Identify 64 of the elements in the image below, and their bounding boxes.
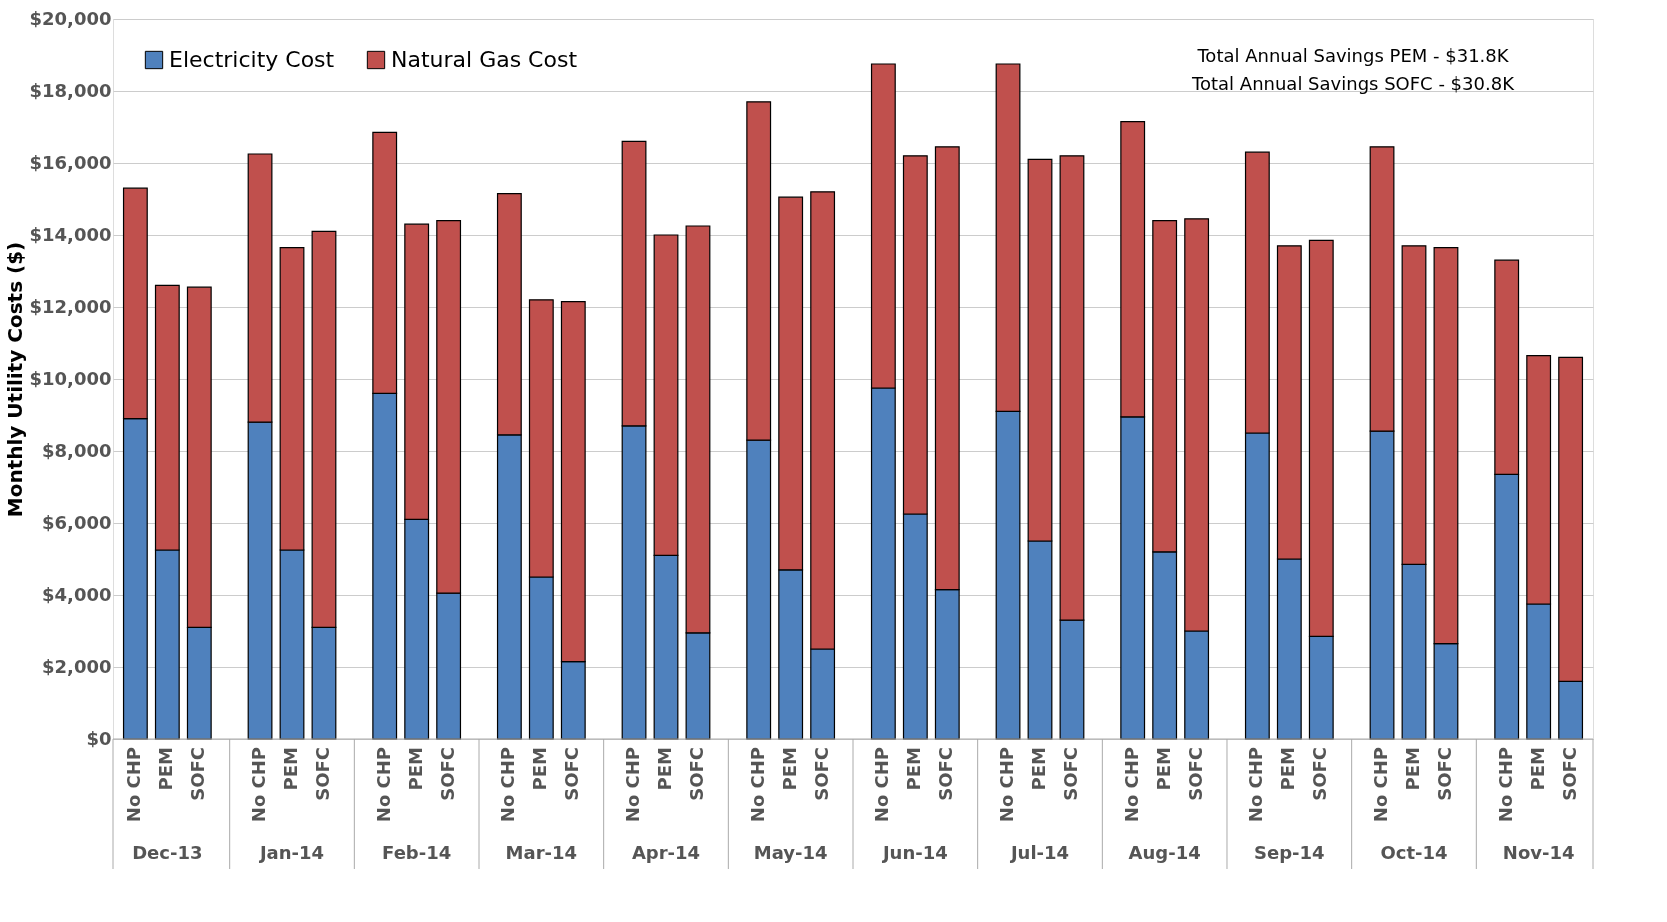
x-tick-label: SOFC <box>311 747 333 801</box>
x-tick-label: PEM <box>155 747 177 791</box>
x-tick-label: No CHP <box>1494 747 1516 823</box>
x-tick-label: SOFC <box>561 747 583 801</box>
x-tick-label: SOFC <box>1433 747 1455 801</box>
x-tick-label: SOFC <box>436 747 458 801</box>
x-tick-label: No CHP <box>372 747 394 823</box>
x-tick-label: PEM <box>903 747 925 791</box>
x-tick-label: SOFC <box>187 747 209 801</box>
x-tick-label: PEM <box>529 747 551 791</box>
x-tick-label: PEM <box>1277 747 1299 791</box>
y-tick-label: $12,000 <box>29 295 112 317</box>
y-tick-label: $6,000 <box>42 511 112 533</box>
x-tick-label: PEM <box>778 747 800 791</box>
x-tick-label: PEM <box>1401 747 1423 791</box>
x-tick-label: No CHP <box>1120 747 1142 823</box>
x-tick-label: No CHP <box>123 747 145 823</box>
x-tick-label: No CHP <box>248 747 270 823</box>
x-tick-label: No CHP <box>746 747 768 823</box>
legend-label: Natural Gas Cost <box>391 47 578 72</box>
x-tick-label: PEM <box>654 747 675 791</box>
x-tick-label: No CHP <box>871 747 893 823</box>
x-tick-label: SOFC <box>1184 747 1206 801</box>
text: Nov-14 <box>1502 842 1575 863</box>
text: Dec-13 <box>132 842 203 863</box>
text: May-14 <box>753 842 828 863</box>
y-tick-label: $4,000 <box>42 583 112 605</box>
text: Aug-14 <box>1128 842 1201 863</box>
x-tick-label: No CHP <box>1245 747 1267 823</box>
x-tick-label: PEM <box>1028 747 1049 791</box>
x-tick-label: PEM <box>1526 747 1548 791</box>
x-tick-label: SOFC <box>810 747 832 801</box>
y-tick-label: $2,000 <box>42 655 112 677</box>
x-tick-label: PEM <box>1152 747 1174 791</box>
y-tick-label: $0 <box>86 727 112 749</box>
x-tick-label: No CHP <box>497 747 519 823</box>
y-tick-label: $10,000 <box>29 367 112 389</box>
x-tick-label: SOFC <box>935 747 957 801</box>
y-tick-label: $16,000 <box>29 151 112 173</box>
y-tick-label: $18,000 <box>29 79 112 101</box>
text: Sep-14 <box>1254 842 1325 863</box>
y-tick-label: $8,000 <box>42 439 112 461</box>
x-tick-label: SOFC <box>1059 747 1081 801</box>
x-tick-label: No CHP <box>996 747 1018 823</box>
x-tick-label: PEM <box>280 747 302 791</box>
x-tick-label: SOFC <box>1309 747 1331 801</box>
y-axis-title: Monthly Utility Costs ($) <box>2 241 27 518</box>
text: Jun-14 <box>880 842 948 863</box>
text: Jan-14 <box>257 842 325 863</box>
x-tick-label: No CHP <box>622 747 644 823</box>
x-tick-label: SOFC <box>685 747 707 801</box>
legend-label: Electricity Cost <box>169 47 335 72</box>
x-tick-label: PEM <box>404 747 426 791</box>
annotation: Total Annual Savings PEM - $31.8K <box>1196 45 1510 66</box>
text: Apr-14 <box>631 842 701 863</box>
y-tick-label: $20,000 <box>29 7 112 29</box>
text: Jul-14 <box>1008 842 1070 863</box>
text: Oct-14 <box>1380 842 1448 863</box>
text: Mar-14 <box>505 842 578 863</box>
text: Feb-14 <box>382 842 452 863</box>
annotation: Total Annual Savings SOFC - $30.8K <box>1191 73 1516 94</box>
y-tick-label: $14,000 <box>29 223 112 245</box>
x-tick-label: SOFC <box>1558 747 1580 801</box>
x-tick-label: No CHP <box>1370 747 1392 823</box>
